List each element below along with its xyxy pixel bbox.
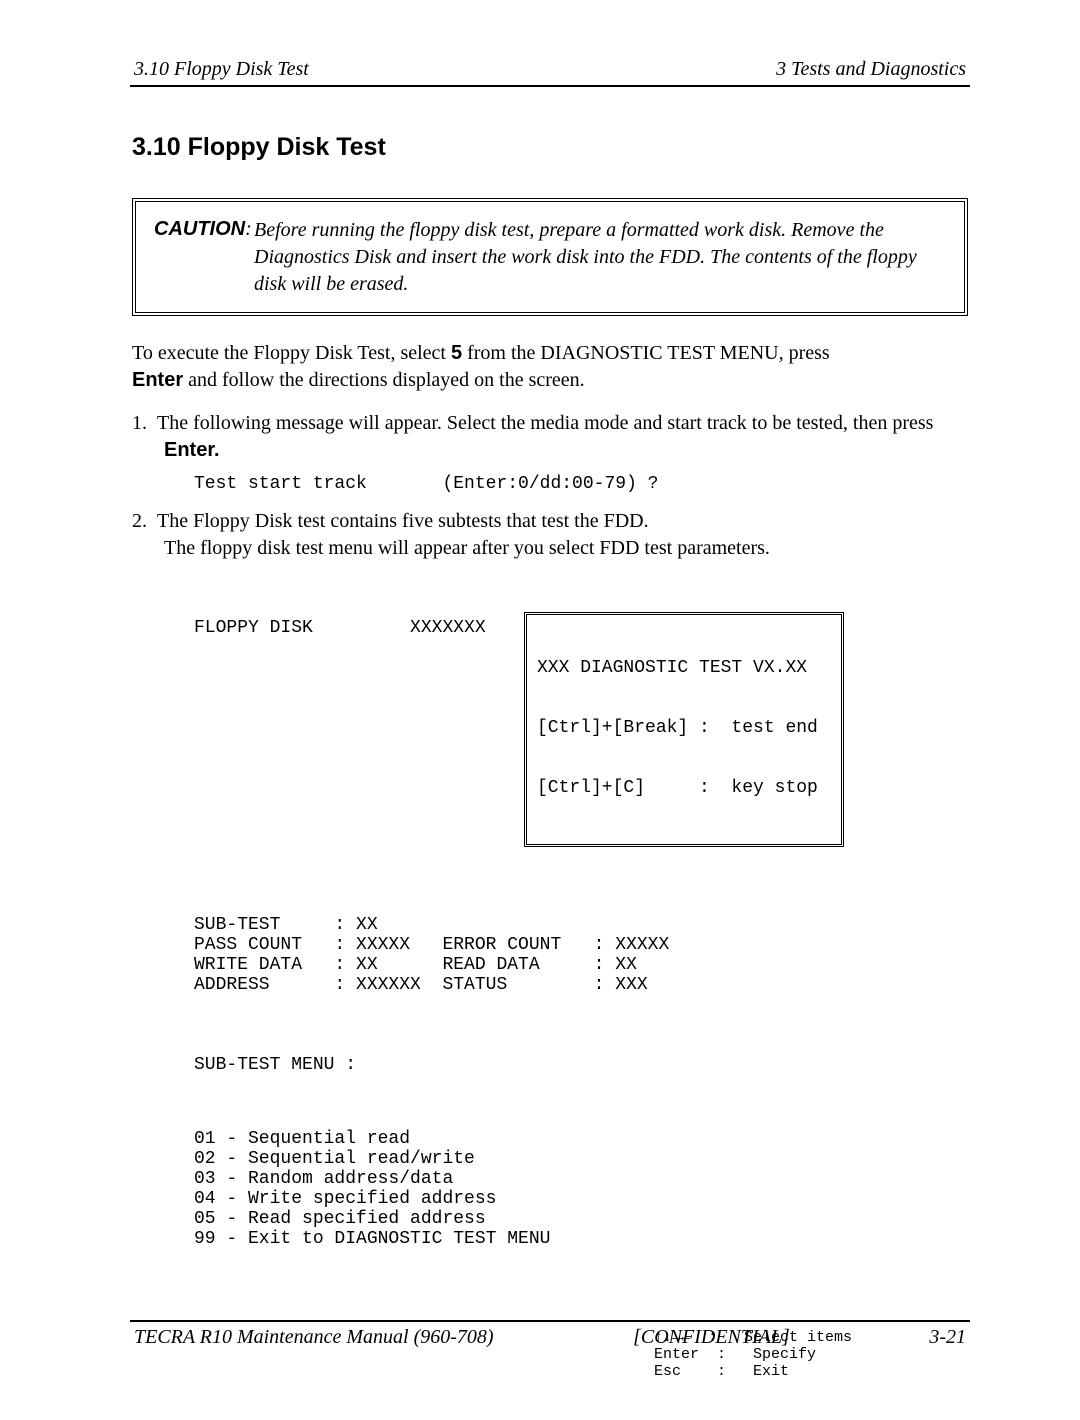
caution-colon: : xyxy=(245,218,252,240)
intro-enter: Enter xyxy=(132,369,183,391)
terminal-info-3: [Ctrl]+[C] : key stop xyxy=(537,778,831,798)
footer-center: [CONFIDENTIAL] xyxy=(633,1326,790,1349)
footer-row: TECRA R10 Maintenance Manual (960-708) [… xyxy=(130,1326,970,1349)
intro-mid: from the DIAGNOSTIC TEST MENU, press xyxy=(462,342,830,364)
header-rule xyxy=(130,85,970,87)
terminal-screen: FLOPPY DISK XXXXXXX XXX DIAGNOSTIC TEST … xyxy=(194,572,854,1420)
terminal-menu-items: 01 - Sequential read 02 - Sequential rea… xyxy=(194,1129,854,1249)
page: 3.10 Floppy Disk Test 3 Tests and Diagno… xyxy=(0,0,1080,1397)
header-left: 3.10 Floppy Disk Test xyxy=(134,58,309,81)
step-1-code: Test start track (Enter:0/dd:00-79) ? xyxy=(194,474,970,494)
terminal-stats: SUB-TEST : XX PASS COUNT : XXXXX ERROR C… xyxy=(194,915,854,995)
section-title: 3.10 Floppy Disk Test xyxy=(132,133,970,162)
intro-paragraph: To execute the Floppy Disk Test, select … xyxy=(132,340,970,394)
footer-rule xyxy=(130,1320,970,1322)
step-2-num: 2. xyxy=(132,510,147,532)
footer: TECRA R10 Maintenance Manual (960-708) [… xyxy=(130,1320,970,1349)
terminal-info-1: XXX DIAGNOSTIC TEST VX.XX xyxy=(537,658,831,678)
intro-pre: To execute the Floppy Disk Test, select xyxy=(132,342,451,364)
step-1: 1. The following message will appear. Se… xyxy=(132,410,970,464)
step-1-num: 1. xyxy=(132,412,147,434)
step-1-enter: Enter. xyxy=(164,439,220,461)
running-header: 3.10 Floppy Disk Test 3 Tests and Diagno… xyxy=(130,58,970,85)
footer-right: 3-21 xyxy=(929,1326,966,1349)
terminal-info-2: [Ctrl]+[Break] : test end xyxy=(537,718,831,738)
caution-label: CAUTION xyxy=(154,218,245,240)
step-2-line2: The floppy disk test menu will appear af… xyxy=(164,537,770,559)
terminal-menu-label: SUB-TEST MENU : xyxy=(194,1055,854,1075)
header-right: 3 Tests and Diagnostics xyxy=(776,58,966,81)
caution-box: CAUTION: Before running the floppy disk … xyxy=(132,198,968,316)
caution-text: Before running the floppy disk test, pre… xyxy=(154,217,946,298)
intro-post: and follow the directions displayed on t… xyxy=(183,369,585,391)
terminal-heading: FLOPPY DISK XXXXXXX xyxy=(194,612,524,847)
intro-key-5: 5 xyxy=(451,342,462,364)
step-2: 2. The Floppy Disk test contains five su… xyxy=(132,508,970,562)
footer-left: TECRA R10 Maintenance Manual (960-708) xyxy=(134,1326,494,1349)
terminal-top-row: FLOPPY DISK XXXXXXX XXX DIAGNOSTIC TEST … xyxy=(194,612,854,847)
step-1-text: The following message will appear. Selec… xyxy=(157,412,933,434)
step-2-line1: The Floppy Disk test contains five subte… xyxy=(157,510,649,532)
terminal-info-box: XXX DIAGNOSTIC TEST VX.XX [Ctrl]+[Break]… xyxy=(524,612,844,847)
